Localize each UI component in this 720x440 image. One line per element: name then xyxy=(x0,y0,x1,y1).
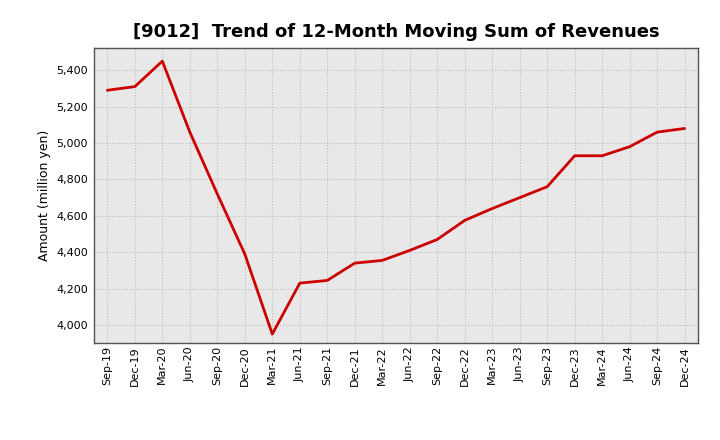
Y-axis label: Amount (million yen): Amount (million yen) xyxy=(37,130,50,261)
Title: [9012]  Trend of 12-Month Moving Sum of Revenues: [9012] Trend of 12-Month Moving Sum of R… xyxy=(132,23,660,41)
